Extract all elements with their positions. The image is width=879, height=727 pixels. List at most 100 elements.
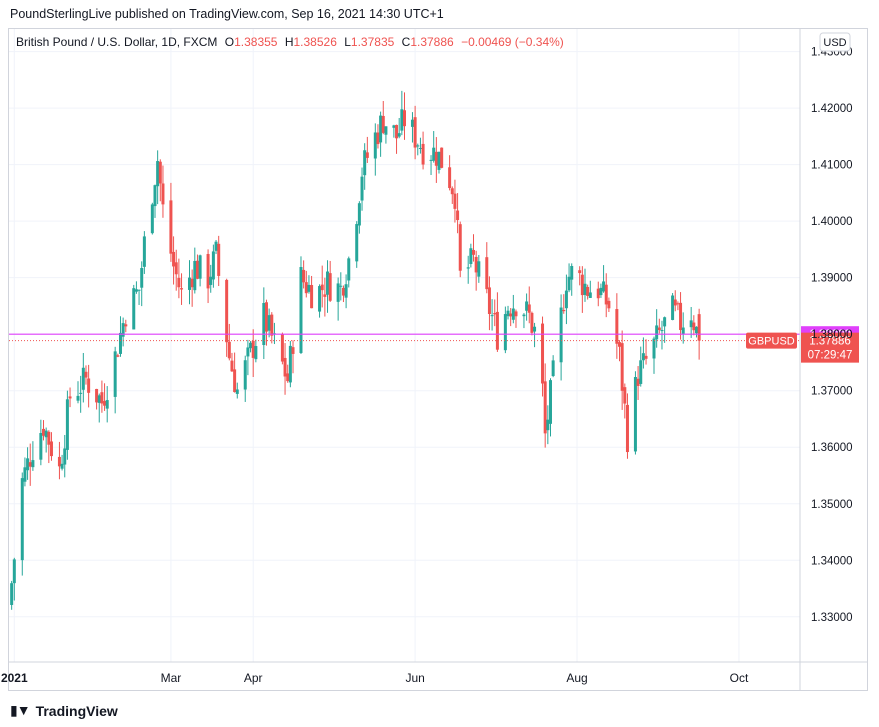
candle-body	[246, 347, 250, 357]
candle	[620, 330, 624, 410]
candle-body	[392, 125, 396, 128]
candle-body	[636, 378, 640, 386]
candle	[79, 375, 83, 413]
candle	[158, 159, 162, 202]
candle-body	[280, 334, 284, 362]
candle-body	[206, 253, 210, 289]
symbol-tag-label: GBPUSD	[748, 336, 795, 348]
y-tick-label: 1.38000	[811, 329, 853, 341]
candle-body	[694, 326, 698, 334]
candle-body	[97, 395, 101, 403]
candle	[230, 352, 234, 372]
candle	[376, 124, 380, 149]
candle-body	[551, 360, 555, 377]
candle-body	[84, 371, 88, 378]
candle-body	[485, 257, 489, 290]
candle	[214, 240, 218, 255]
countdown-label: 07:29:47	[808, 350, 853, 362]
candle	[172, 236, 176, 285]
candle	[81, 352, 85, 403]
candle-body	[42, 428, 46, 436]
candle-body	[458, 224, 462, 271]
time-axis[interactable]: 2021 Mar Apr Jun Aug Oct	[1, 661, 867, 685]
price-axis[interactable]: 1.33000 1.34000 1.35000 1.36000 1.37000 1.380…	[799, 29, 853, 690]
candle	[655, 309, 659, 348]
candle	[623, 383, 627, 419]
tradingview-logo-icon: ▮▼	[10, 702, 31, 718]
candle-body	[174, 262, 178, 275]
candle-body	[158, 161, 162, 184]
candle	[413, 105, 417, 160]
candle	[397, 117, 401, 139]
candle	[355, 221, 359, 268]
candle-body	[599, 287, 603, 296]
candle	[485, 242, 489, 294]
candle-body	[567, 276, 571, 291]
candle	[65, 390, 69, 460]
y-tick-label: 1.33000	[811, 612, 853, 624]
candle-body	[95, 388, 99, 403]
candle	[604, 273, 608, 318]
candle	[373, 123, 377, 176]
candle	[105, 386, 109, 423]
candle	[663, 316, 667, 343]
candle	[522, 313, 526, 329]
candle-body	[299, 267, 303, 353]
candle	[602, 265, 606, 293]
candle	[586, 284, 590, 300]
candle	[681, 312, 685, 344]
candles	[10, 90, 701, 610]
candle	[588, 280, 592, 299]
candle-body	[150, 204, 154, 234]
candle	[336, 277, 340, 321]
candle	[381, 101, 385, 135]
candle-body	[429, 159, 433, 161]
last-price-label: 1.37886	[809, 336, 851, 348]
candle	[326, 260, 330, 313]
footer-brand[interactable]: ▮▼ TradingView	[10, 702, 118, 719]
candle-body	[57, 456, 61, 467]
candle-body	[625, 404, 629, 453]
candle-body	[671, 295, 675, 320]
candle	[583, 268, 587, 302]
candle-body	[323, 294, 327, 297]
candle-body	[456, 210, 460, 221]
candle	[493, 299, 497, 327]
candle	[671, 293, 675, 321]
candle-body	[469, 248, 473, 264]
candle-body	[514, 311, 518, 317]
candle	[652, 336, 656, 374]
candle	[134, 281, 138, 294]
candle	[448, 155, 452, 191]
candle-body	[450, 188, 454, 195]
candle-body	[198, 255, 202, 279]
legend-low: 1.37835	[351, 35, 395, 49]
candle-body	[357, 203, 361, 226]
candle	[694, 326, 698, 338]
candle	[530, 311, 534, 336]
candle-body	[79, 392, 83, 394]
candle-body	[432, 147, 436, 161]
candle-body	[193, 260, 197, 291]
candle	[304, 270, 308, 298]
candle-body	[681, 327, 685, 334]
candle	[132, 284, 136, 330]
currency-label: USD	[823, 37, 846, 49]
candle-body	[227, 341, 231, 359]
legend-close-label: C	[402, 35, 411, 49]
x-tick-label: Oct	[730, 671, 749, 685]
candle	[633, 371, 637, 455]
candle	[23, 457, 27, 487]
candle-body	[355, 224, 359, 262]
candle-body	[562, 309, 566, 312]
candle	[615, 293, 619, 359]
candle	[339, 272, 343, 301]
candle	[233, 352, 237, 393]
currency-button[interactable]: USD	[819, 32, 851, 52]
candle	[68, 387, 72, 408]
candle	[283, 343, 287, 395]
candle-body	[676, 303, 680, 305]
candle-body	[673, 299, 677, 306]
candle-body	[304, 282, 308, 294]
